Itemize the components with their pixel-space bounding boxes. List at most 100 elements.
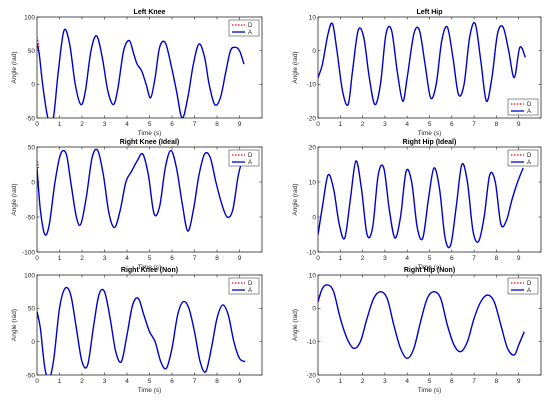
legend-label-A: A [248,288,252,294]
x-tick-label: 6 [450,255,454,262]
y-tick-label: 50 [28,306,36,313]
y-tick-label: 100 [24,272,35,279]
x-tick-label: 0 [316,378,320,385]
y-tick-label: -10 [307,82,317,89]
legend-label-A: A [527,288,531,294]
series-A-line [37,286,246,375]
y-tick-label: -20 [307,372,317,379]
series-D-line [37,37,40,48]
x-tick-label: 5 [428,378,432,385]
y-tick-label: 0 [312,214,316,221]
y-axis-label: Angle (rad) [11,183,18,215]
legend-box [228,149,260,167]
y-tick-label: 100 [24,14,35,21]
legend-label-D: D [527,281,532,287]
x-tick-label: 7 [472,121,476,128]
x-tick-label: 5 [428,121,432,128]
plot-area [317,274,542,376]
x-tick-label: 7 [472,378,476,385]
chart-title: Right Hip (Non) [404,267,455,274]
legend-label-A: A [527,109,531,115]
plot-area [36,274,263,376]
x-tick-label: 4 [405,378,409,385]
x-axis-label: Time (s) [138,264,162,271]
plot-area [317,16,542,119]
x-tick-label: 5 [428,255,432,262]
y-tick-label: -50 [26,214,36,221]
y-axis-label: Angle (rad) [292,309,299,341]
x-tick-label: 9 [238,255,242,262]
x-tick-label: 4 [125,378,129,385]
x-tick-label: 9 [238,378,242,385]
x-tick-label: 0 [316,255,320,262]
x-tick-label: 4 [125,255,129,262]
x-tick-label: 2 [80,378,84,385]
legend-label-D: D [248,281,253,287]
chart-title: Right Hip (Ideal) [403,139,457,146]
x-axis-label: Time (s) [418,264,442,271]
x-tick-label: 8 [215,121,219,128]
legend: DA [507,98,539,116]
x-tick-label: 6 [170,121,174,128]
x-tick-label: 3 [383,378,387,385]
chart-panel-3: 0 1 2 3 4 5 6 7 8 9 -100 -50 0 50 Right Knee (Ideal) Ti… [11,139,263,271]
x-tick-label: 7 [193,378,197,385]
x-tick-label: 1 [58,255,62,262]
legend-box [228,19,260,37]
y-tick-label: 50 [28,48,36,55]
legend: DA [228,19,260,37]
x-tick-label: 1 [58,121,62,128]
y-tick-label: 0 [31,339,35,346]
y-axis-label: Angle (rad) [292,183,299,215]
x-axis-label: Time (s) [138,387,162,394]
x-tick-label: 0 [35,255,39,262]
x-tick-label: 2 [80,255,84,262]
chart-title: Left Hip [416,9,442,16]
x-tick-label: 2 [361,121,365,128]
legend-box [507,277,539,295]
chart-title: Right Knee (Non) [121,267,178,274]
legend-label-A: A [527,160,531,166]
x-tick-label: 4 [405,255,409,262]
x-tick-label: 8 [495,255,499,262]
x-tick-label: 8 [495,378,499,385]
y-tick-label: -100 [22,249,35,256]
x-tick-label: 2 [80,121,84,128]
x-tick-label: 7 [193,255,197,262]
x-tick-label: 1 [338,378,342,385]
x-tick-label: 0 [316,121,320,128]
x-tick-label: 5 [148,121,152,128]
series-A-line [318,160,524,249]
x-tick-label: 0 [35,378,39,385]
plot-area [36,16,263,119]
series-A-line [37,28,245,118]
x-tick-label: 9 [517,378,521,385]
legend: DA [507,149,539,167]
y-tick-label: 0 [312,48,316,55]
plot-area [36,146,263,253]
x-tick-label: 8 [215,378,219,385]
x-tick-label: 6 [170,255,174,262]
x-tick-label: 2 [361,255,365,262]
x-tick-label: 3 [103,255,107,262]
legend: DA [228,277,260,295]
y-tick-label: 10 [309,14,317,21]
y-tick-label: -50 [26,372,36,379]
legend-box [228,277,260,295]
series-A-line [318,284,525,360]
x-tick-label: 9 [517,121,521,128]
y-tick-label: -10 [307,249,317,256]
y-tick-label: 0 [31,179,35,186]
x-tick-label: 0 [35,121,39,128]
legend-label-D: D [527,153,532,159]
x-tick-label: 1 [338,255,342,262]
legend-label-A: A [248,160,252,166]
x-tick-label: 6 [450,121,454,128]
y-axis-label: Angle (rad) [11,51,18,83]
series-A-line [318,22,527,106]
legend: DA [507,277,539,295]
